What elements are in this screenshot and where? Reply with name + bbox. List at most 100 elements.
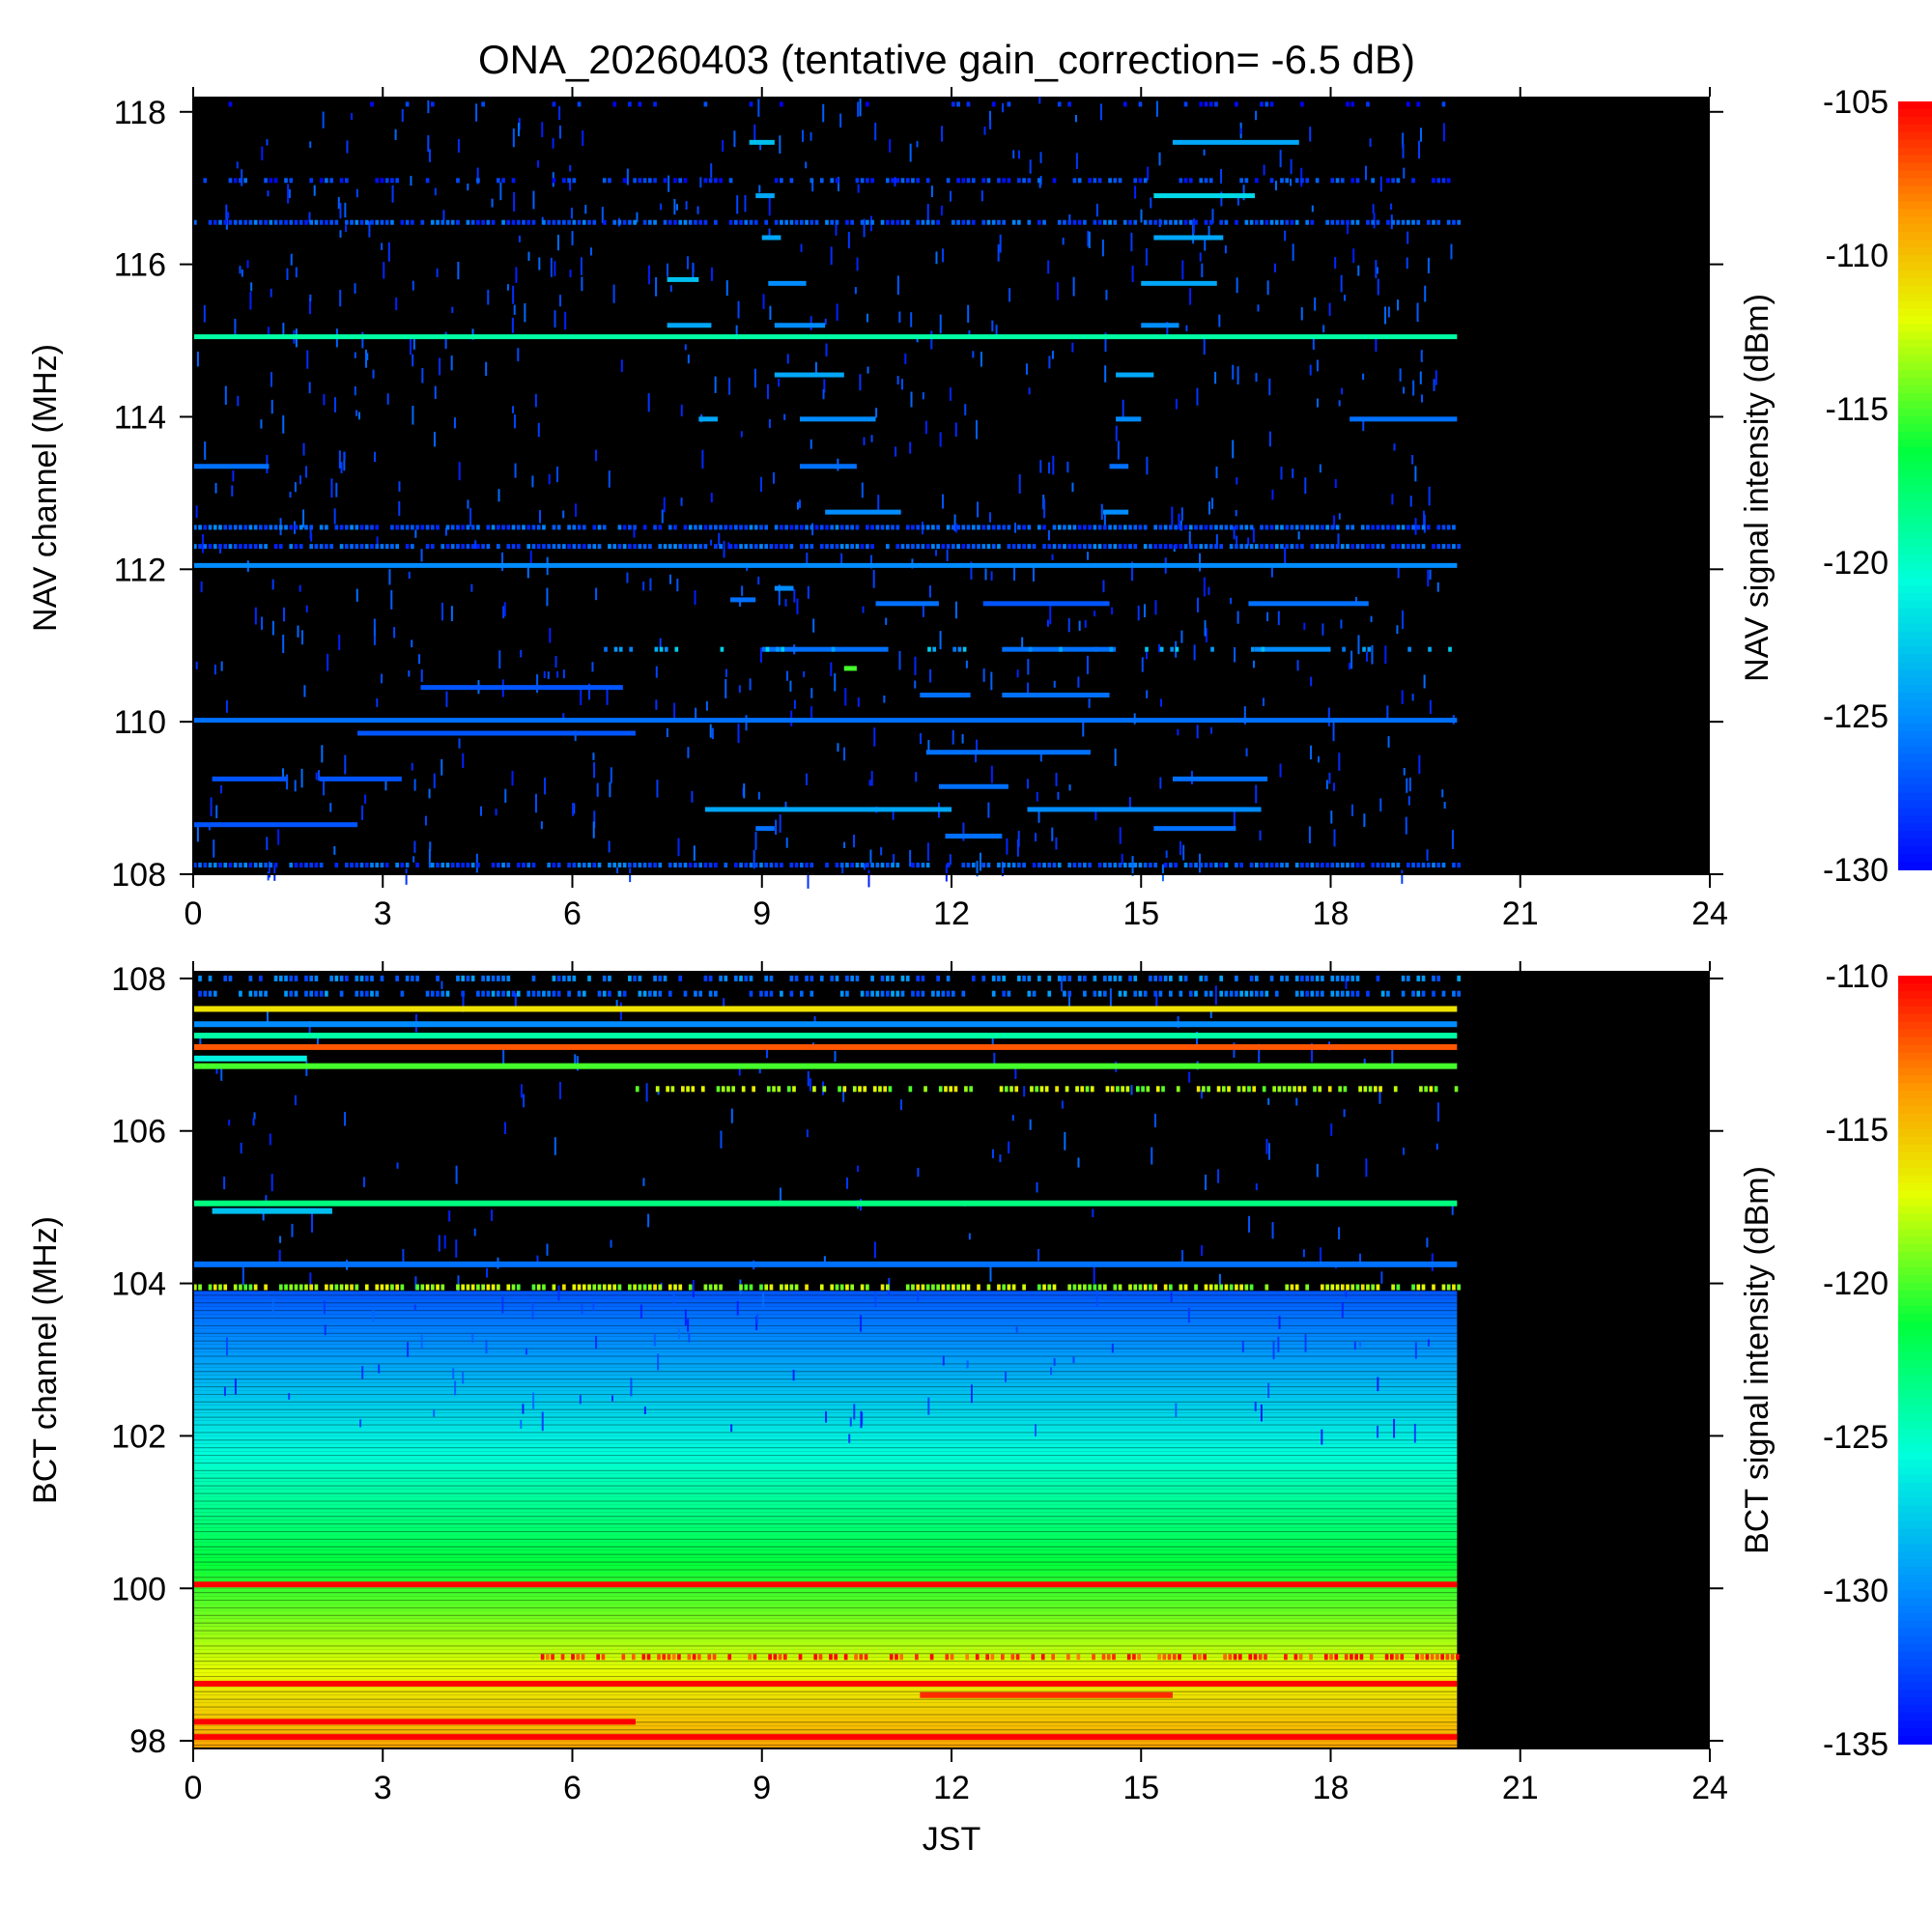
band-segment [597,1284,602,1291]
noise-speck [1330,810,1333,824]
noise-speck [445,691,448,707]
band-segment [673,178,677,184]
noise-speck [297,625,299,638]
noise-speck [511,771,514,786]
noise-speck [955,523,958,533]
channel-separator [193,1378,1458,1380]
noise-speck [558,105,561,121]
channel-separator [193,1348,1458,1350]
noise-speck [361,805,364,820]
band-segment [1355,975,1360,981]
noise-speck [952,729,954,745]
band-segment [694,863,697,868]
noise-speck [1100,503,1103,521]
noise-speck [261,616,264,630]
noise-speck [581,1302,583,1315]
band-segment [1335,544,1340,550]
noise-speck [384,781,387,791]
band-segment [780,863,783,868]
band-segment [497,178,500,184]
band-segment [1101,1654,1106,1661]
band-segment [683,863,688,868]
band-segment [1065,1086,1069,1093]
band-segment [1401,525,1406,530]
noise-speck [1161,864,1164,882]
gradient-cell [193,1344,1458,1349]
noise-speck [1047,260,1050,274]
noise-speck [1036,1181,1038,1193]
noise-speck [267,871,270,881]
band-segment [845,990,849,997]
band-segment [572,975,577,981]
noise-speck [504,1122,507,1135]
band-segment [552,525,556,530]
band-segment [668,525,672,530]
noise-speck [1147,166,1150,181]
band-segment [1085,1086,1090,1093]
band-segment [629,646,634,652]
gradient-cell [193,1645,1458,1650]
noise-speck [1375,260,1378,278]
band-segment [885,1284,890,1291]
noise-speck [984,568,987,581]
noise-speck [616,867,619,875]
band-segment [1219,990,1224,997]
band-segment [587,1284,591,1291]
colorbar-cell [1898,293,1932,302]
band-segment [587,544,591,550]
band-segment [278,1284,283,1291]
colorbar-cell [1898,362,1932,372]
band-segment [673,863,677,868]
noise-speck [1284,547,1287,565]
band-segment [964,1086,968,1093]
noise-speck [954,601,957,619]
colorbar-cell [1898,101,1932,110]
band-segment [359,525,364,530]
noise-speck [1357,635,1360,655]
noise-speck [930,330,933,350]
gradient-cell [193,1508,1458,1513]
band-segment [269,178,273,184]
noise-speck [793,699,796,709]
band-segment [1249,990,1254,997]
colorbar-cell [1898,1091,1932,1100]
noise-speck [718,532,721,545]
colorbar-cell [1898,1305,1932,1315]
band-segment [193,1033,1458,1039]
noise-speck [841,863,844,875]
band-segment [415,975,419,981]
band-segment [1183,544,1188,550]
noise-speck [580,257,582,275]
band-segment [511,990,516,997]
band-segment [798,1654,803,1661]
noise-speck [1330,1122,1333,1136]
band-segment [885,990,890,997]
band-segment [1446,219,1451,225]
noise-speck [546,587,549,607]
band-segment [1327,1086,1332,1093]
noise-speck [766,1047,769,1059]
band-segment [911,544,915,550]
band-segment [430,863,435,868]
noise-speck [970,561,973,580]
noise-speck [642,1178,645,1186]
band-segment [749,219,753,225]
band-segment [1208,863,1213,868]
noise-speck [1279,150,1282,168]
channel-separator [193,1469,1458,1471]
noise-speck [277,829,280,845]
band-segment [355,219,359,225]
noise-speck [784,599,787,607]
colorbar-cell [1898,1612,1932,1622]
band-segment [1158,544,1163,550]
band-segment [562,178,566,184]
noise-speck [552,137,554,149]
band-segment [1251,646,1255,652]
noise-speck [1372,204,1375,213]
band-segment [1214,544,1218,550]
band-segment [936,975,940,981]
band-segment [470,975,475,981]
band-segment [1416,975,1421,981]
band-segment [542,544,546,550]
noise-speck [1151,1147,1153,1165]
